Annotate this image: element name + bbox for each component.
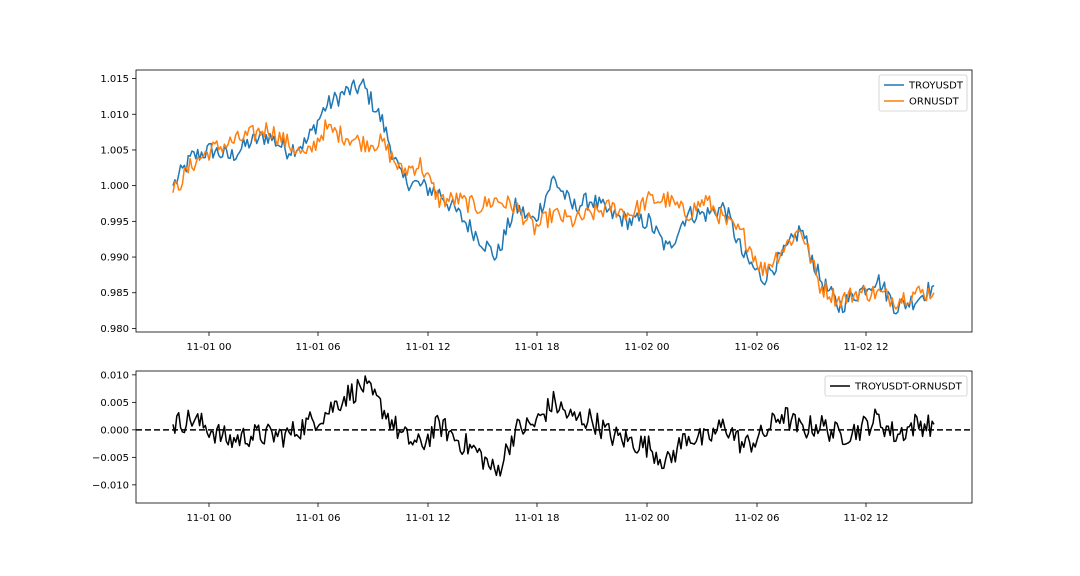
price-panel: 1.015 1.010 1.005 1.000 0.995 0.990 0.985 0.980… — [100, 69, 973, 353]
legend-box — [824, 375, 968, 397]
x-tick-label: 11-02 00 — [625, 513, 670, 524]
x-tick-label: 11-01 18 — [515, 342, 560, 353]
y-tick-label: 0.985 — [100, 288, 129, 299]
y-tick-label: 0.980 — [100, 324, 129, 335]
y-tick-label: 0.005 — [100, 398, 129, 409]
y-tick-label: 0.000 — [100, 425, 129, 436]
x-tick-label: 11-02 12 — [844, 513, 889, 524]
price-legend: TROYUSDT ORNUSDT — [878, 74, 968, 112]
legend-label: TROYUSDT-ORNUSDT — [854, 382, 963, 393]
legend-box — [878, 74, 968, 112]
x-tick-label: 11-02 06 — [735, 513, 780, 524]
x-tick-label: 11-01 00 — [187, 342, 232, 353]
x-tick-label: 11-01 12 — [406, 342, 451, 353]
x-tick-label: 11-02 12 — [844, 342, 889, 353]
y-tick-label: 1.000 — [100, 181, 129, 192]
series-line-troyusdt-ornusdt — [172, 375, 935, 477]
price-series-lines — [172, 78, 935, 315]
y-tick-label: 1.005 — [100, 145, 129, 156]
spread-x-ticks: 11-01 00 11-01 06 11-01 12 11-01 18 11-02 00… — [187, 503, 889, 524]
series-line-ornusdt — [172, 119, 935, 310]
spread-series-lines — [172, 375, 935, 477]
spread-legend: TROYUSDT-ORNUSDT — [824, 375, 968, 397]
price-x-ticks: 11-01 00 11-01 06 11-01 12 11-01 18 11-02 00… — [187, 332, 889, 353]
legend-label: TROYUSDT — [908, 81, 964, 92]
y-tick-label: −0.005 — [92, 453, 129, 464]
y-tick-label: 0.010 — [100, 370, 129, 381]
y-tick-label: 0.995 — [100, 217, 129, 228]
x-tick-label: 11-01 00 — [187, 513, 232, 524]
y-tick-label: 1.015 — [100, 74, 129, 85]
price-axes-frame — [135, 69, 973, 333]
x-tick-label: 11-01 06 — [296, 513, 341, 524]
y-tick-label: 0.990 — [100, 253, 129, 264]
legend-label: ORNUSDT — [909, 97, 960, 108]
spread-y-ticks: 0.010 0.005 0.000 −0.005 −0.010 — [92, 370, 136, 491]
series-line-troyusdt — [172, 78, 935, 315]
x-tick-label: 11-01 12 — [406, 513, 451, 524]
x-tick-label: 11-01 18 — [515, 513, 560, 524]
y-tick-label: 1.010 — [100, 110, 129, 121]
x-tick-label: 11-01 06 — [296, 342, 341, 353]
x-tick-label: 11-02 00 — [625, 342, 670, 353]
x-tick-label: 11-02 06 — [735, 342, 780, 353]
price-y-ticks: 1.015 1.010 1.005 1.000 0.995 0.990 0.985 0.980 — [100, 74, 136, 335]
y-tick-label: −0.010 — [92, 480, 129, 491]
